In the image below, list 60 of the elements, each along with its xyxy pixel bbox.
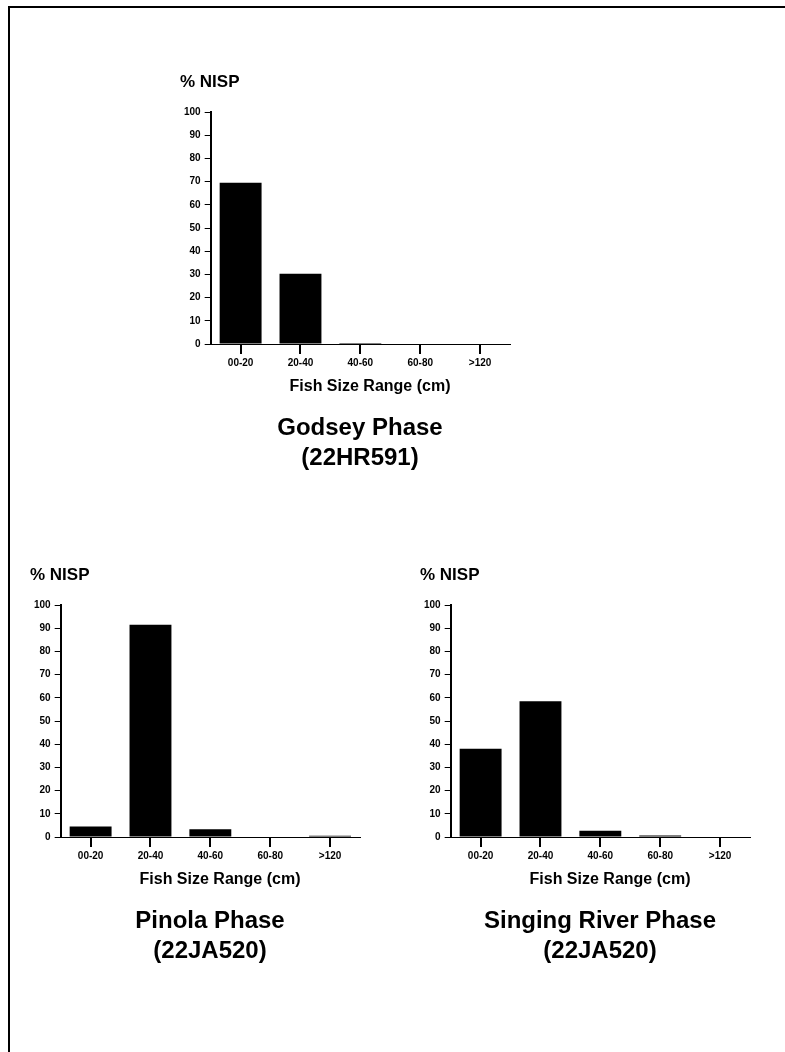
y-tick-label: 40 <box>429 737 442 749</box>
y-tick-label: 40 <box>39 737 52 749</box>
x-axis-title: Fish Size Range (cm) <box>528 870 692 888</box>
y-tick-label: 60 <box>429 691 442 703</box>
y-tick-label: 60 <box>189 198 202 210</box>
y-tick-label: 80 <box>189 152 202 164</box>
text: Godsey Phase <box>276 412 444 442</box>
y-tick-label: 10 <box>189 314 202 326</box>
y-tick-label: 70 <box>39 668 52 680</box>
text: (22JA520) <box>152 935 268 965</box>
y-tick-label: 80 <box>429 645 442 657</box>
x-tick-label: >120 <box>708 849 732 861</box>
y-tick-label: 50 <box>39 714 52 726</box>
x-tick-label: 60-80 <box>647 849 674 861</box>
y-tick-label: 0 <box>45 830 52 842</box>
x-tick-label: 20-40 <box>137 849 164 861</box>
y-tick-label: 80 <box>39 645 52 657</box>
x-tick-label: 20-40 <box>287 356 314 368</box>
x-axis-title: Fish Size Range (cm) <box>288 377 452 395</box>
y-tick-label: 50 <box>429 714 442 726</box>
y-tick-label: 20 <box>429 784 442 796</box>
x-tick-label: 40-60 <box>197 849 224 861</box>
y-tick-label: 60 <box>39 691 52 703</box>
x-tick-label: 20-40 <box>527 849 554 861</box>
y-tick-label: 90 <box>189 128 202 140</box>
y-tick-label: 10 <box>39 807 52 819</box>
y-tick-label: 90 <box>39 621 52 633</box>
y-tick-label: 30 <box>189 268 202 280</box>
y-tick-label: 90 <box>429 621 442 633</box>
y-tick-label: 30 <box>39 761 52 773</box>
x-tick-label: 60-80 <box>407 356 434 368</box>
x-tick-label: 00-20 <box>77 849 104 861</box>
y-tick-label: 70 <box>429 668 442 680</box>
y-tick-label: 70 <box>189 175 202 187</box>
text: Pinola Phase <box>134 905 286 935</box>
x-axis-title: Fish Size Range (cm) <box>138 870 302 888</box>
x-tick-label: 60-80 <box>257 849 284 861</box>
y-tick-label: 50 <box>189 221 202 233</box>
y-tick-label: 10 <box>429 807 442 819</box>
x-tick-label: 40-60 <box>587 849 614 861</box>
y-axis-title: % NISP <box>420 565 480 585</box>
x-tick-label: 00-20 <box>227 356 254 368</box>
x-tick-label: >120 <box>468 356 492 368</box>
x-tick-label: 00-20 <box>467 849 494 861</box>
x-tick-label: >120 <box>318 849 342 861</box>
text: Singing River Phase <box>482 905 718 935</box>
y-tick-label: 40 <box>189 244 202 256</box>
y-tick-label: 20 <box>39 784 52 796</box>
y-tick-label: 0 <box>195 337 202 349</box>
x-tick-label: 40-60 <box>347 356 374 368</box>
y-axis-title: % NISP <box>30 565 90 585</box>
y-tick-label: 20 <box>189 291 202 303</box>
text: (22JA520) <box>542 935 658 965</box>
y-tick-label: 0 <box>435 830 442 842</box>
y-tick-label: 100 <box>34 598 52 610</box>
y-axis-title: % NISP <box>180 72 240 92</box>
y-tick-label: 100 <box>424 598 442 610</box>
y-tick-label: 30 <box>429 761 442 773</box>
text: (22HR591) <box>300 442 420 472</box>
y-tick-label: 100 <box>184 105 202 117</box>
